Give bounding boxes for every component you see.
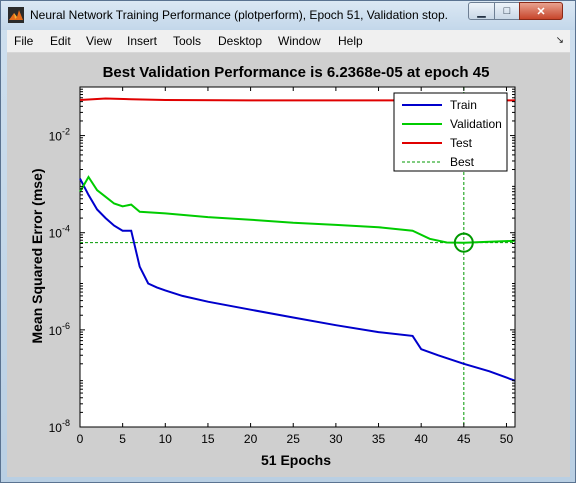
menu-bar: File Edit View Insert Tools Desktop Wind… [7, 30, 570, 53]
menu-edit[interactable]: Edit [50, 34, 71, 48]
x-tick-label: 50 [500, 432, 514, 446]
x-tick-label: 40 [414, 432, 428, 446]
x-tick-label: 10 [159, 432, 173, 446]
x-tick-label: 15 [201, 432, 215, 446]
legend-label-train: Train [450, 98, 477, 112]
maximize-button[interactable]: □ [494, 2, 520, 20]
menu-view[interactable]: View [86, 34, 112, 48]
window-title: Neural Network Training Performance (plo… [30, 8, 448, 22]
performance-chart: Best Validation Performance is 6.2368e-0… [29, 64, 516, 468]
x-tick-label: 35 [372, 432, 386, 446]
legend-label-validation: Validation [450, 117, 502, 131]
x-tick-label: 20 [244, 432, 258, 446]
dock-arrow-icon[interactable]: ↘ [555, 35, 564, 46]
menu-insert[interactable]: Insert [127, 34, 158, 48]
y-tick-label: 10-4 [49, 224, 70, 241]
x-tick-label: 30 [329, 432, 343, 446]
legend-label-best: Best [450, 155, 475, 169]
best-point-marker [453, 232, 474, 253]
x-tick-label: 25 [287, 432, 301, 446]
menu-help[interactable]: Help [338, 34, 363, 48]
y-tick-label: 10-8 [49, 418, 70, 435]
x-tick-label: 45 [457, 432, 471, 446]
menu-desktop[interactable]: Desktop [218, 34, 263, 48]
x-tick-label: 5 [119, 432, 126, 446]
chart-title: Best Validation Performance is 6.2368e-0… [103, 64, 490, 81]
close-button[interactable]: ✕ [519, 2, 563, 20]
y-axis-label: Mean Squared Error (mse) [29, 168, 45, 343]
legend-label-test: Test [450, 136, 473, 150]
menu-window[interactable]: Window [278, 34, 321, 48]
menu-tools[interactable]: Tools [173, 34, 202, 48]
series-line-train [79, 178, 516, 382]
figure-canvas: Best Validation Performance is 6.2368e-0… [7, 53, 570, 477]
title-bar[interactable]: Neural Network Training Performance (plo… [1, 1, 575, 30]
menu-file[interactable]: File [14, 34, 34, 48]
x-axis-label: 51 Epochs [261, 452, 331, 468]
x-tick-label: 0 [77, 432, 84, 446]
y-tick-label: 10-6 [49, 321, 70, 338]
y-tick-label: 10-2 [49, 127, 70, 144]
matlab-icon [8, 7, 24, 23]
series-line-validation [79, 175, 516, 244]
minimize-button[interactable]: ▁ [468, 2, 495, 20]
